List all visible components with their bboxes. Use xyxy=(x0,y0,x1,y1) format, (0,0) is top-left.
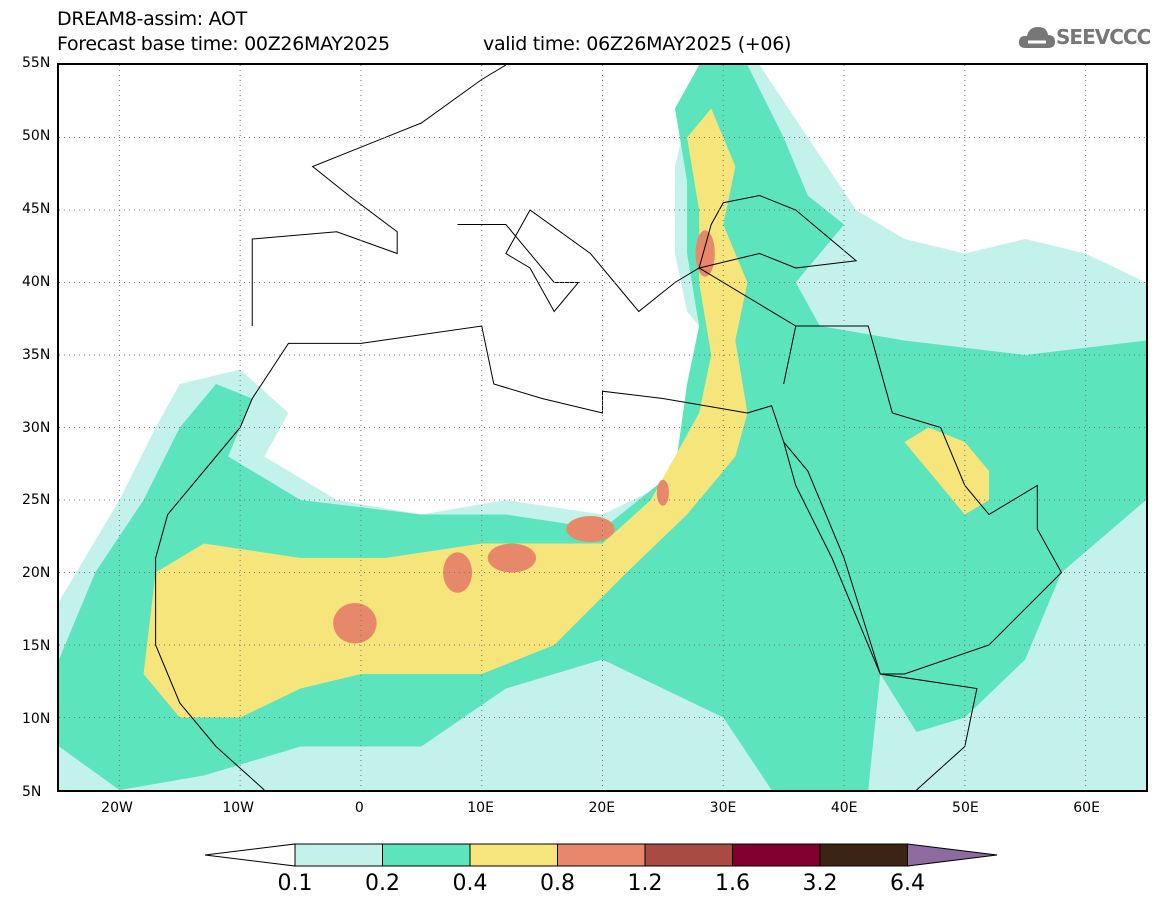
colorbar-swatch xyxy=(644,843,733,867)
colorbar-label: 1.6 xyxy=(715,871,750,896)
coastlines xyxy=(156,65,1062,790)
aot-contours xyxy=(59,65,1146,790)
map-canvas xyxy=(59,65,1146,790)
lat-label: 35N xyxy=(22,346,51,363)
lat-label: 10N xyxy=(22,711,51,728)
lat-label: 55N xyxy=(22,55,51,71)
colorbar-label: 0.4 xyxy=(452,871,488,896)
colorbar-under-arrow xyxy=(205,843,296,867)
aot-level-0.4-gulf xyxy=(904,427,989,515)
lon-label: 10E xyxy=(467,800,494,816)
seevccc-logo: SEEVCCC xyxy=(1018,24,1151,50)
lon-label: 50E xyxy=(952,800,979,816)
base-time: Forecast base time: 00Z26MAY2025 xyxy=(57,33,390,55)
colorbar xyxy=(205,843,998,867)
lat-label: 45N xyxy=(22,200,51,217)
colorbar-label: 6.4 xyxy=(890,871,925,896)
map-title: DREAM8-assim: AOT xyxy=(57,8,247,30)
lat-label: 30N xyxy=(22,419,51,436)
colorbar-swatch xyxy=(469,843,558,867)
cloud-icon xyxy=(1018,27,1055,48)
lon-label: 60E xyxy=(1073,800,1100,816)
colorbar-swatch xyxy=(294,843,383,867)
lat-label: 5N xyxy=(22,784,42,800)
colorbar-swatch xyxy=(382,843,471,867)
colorbar-label: 1.2 xyxy=(627,871,663,896)
colorbar-over-arrow xyxy=(907,843,998,867)
aot-level-0.4 xyxy=(143,108,748,718)
lat-label: 20N xyxy=(22,565,51,582)
colorbar-swatch xyxy=(732,843,821,867)
lat-label: 50N xyxy=(22,127,51,144)
lon-label: 40E xyxy=(830,800,858,816)
colorbar-label: 0.2 xyxy=(365,871,400,896)
lat-label: 15N xyxy=(22,638,51,655)
lon-label: 0 xyxy=(354,800,364,816)
aot-map xyxy=(57,63,1148,792)
colorbar-label: 0.8 xyxy=(540,871,575,896)
logo-text: SEEVCCC xyxy=(1056,25,1151,49)
colorbar-label: 0.1 xyxy=(277,871,313,896)
lon-label: 20W xyxy=(101,800,133,816)
valid-time: valid time: 06Z26MAY2025 (+06) xyxy=(483,33,792,55)
colorbar-label: 3.2 xyxy=(802,871,838,896)
lon-label: 30E xyxy=(709,800,737,816)
lon-label: 10W xyxy=(222,800,255,816)
lon-label: 20E xyxy=(588,800,616,816)
lat-label: 40N xyxy=(22,273,51,290)
colorbar-swatch xyxy=(819,843,908,867)
colorbar-swatch xyxy=(557,843,646,867)
gridlines xyxy=(59,65,1146,790)
lat-label: 25N xyxy=(22,492,51,509)
